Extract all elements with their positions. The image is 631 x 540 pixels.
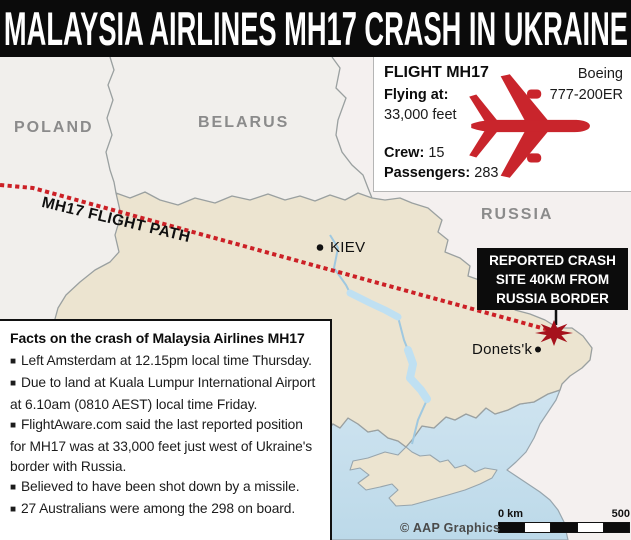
scale-segment <box>550 523 577 532</box>
crew-label: Crew: <box>384 145 425 161</box>
scale-segment <box>499 523 525 532</box>
crash-site-starburst <box>535 320 573 346</box>
crash-label-line: SITE 40KM FROM <box>495 271 610 287</box>
border-belarus-russia <box>331 56 373 199</box>
flight-info-box: FLIGHT MH17 Flying at: 33,000 feet Crew:… <box>373 57 631 192</box>
scale-segment <box>576 523 603 532</box>
fact-item: ■ Due to land at Kuala Lumpur Internation… <box>10 375 316 412</box>
fact-bullet-icon: ■ <box>10 504 16 515</box>
donetsk-dot <box>535 346 541 353</box>
passengers-line: Passengers: 283 <box>384 165 498 181</box>
facts-title: Facts on the crash of Malaysia Airlines … <box>10 330 305 346</box>
crew-value: 15 <box>428 145 445 161</box>
crash-label-line: REPORTED CRASH <box>489 252 616 268</box>
scale-segment <box>602 523 630 532</box>
flight-number: FLIGHT MH17 <box>384 64 489 81</box>
airplane-top-view-icon <box>469 74 590 178</box>
fact-bullet-icon: ■ <box>10 378 16 389</box>
map-scale: 0 km 500 <box>498 508 630 533</box>
scale-start-label: 0 km <box>498 508 524 520</box>
flight-path-line <box>0 183 550 332</box>
label-kiev: KIEV <box>330 239 366 256</box>
facts-list: ■ Left Amsterdam at 12.15pm local time Th… <box>10 351 322 521</box>
credit-text: © AAP Graphics <box>400 521 501 535</box>
aircraft-type: Boeing 777-200ER <box>550 64 623 106</box>
scale-end-label: 500 <box>611 508 630 520</box>
crew-line: Crew: 15 <box>384 145 444 161</box>
flying-at-value: 33,000 feet <box>384 107 457 123</box>
fact-item: ■ 27 Australians were among the 298 on bo… <box>10 501 296 516</box>
fact-item: ■ Left Amsterdam at 12.15pm local time Th… <box>10 353 312 368</box>
kakhovka-reservoir <box>404 346 431 403</box>
border-poland-belarus <box>105 56 117 194</box>
scale-bar-segments <box>498 522 630 533</box>
aircraft-model: 777-200ER <box>549 87 623 103</box>
label-russia: RUSSIA <box>481 206 554 223</box>
flying-at-label: Flying at: <box>384 87 449 103</box>
page-title: MALAYSIA AIRLINES MH17 CRASH IN UKRAINE <box>3 2 628 55</box>
crash-site-label: REPORTED CRASH SITE 40KM FROM RUSSIA BORDE… <box>477 248 628 310</box>
passengers-value: 283 <box>474 165 499 181</box>
fact-bullet-icon: ■ <box>10 420 16 431</box>
facts-box: Facts on the crash of Malaysia Airlines … <box>0 319 332 540</box>
kremenchuk-reservoir <box>346 289 402 321</box>
fact-bullet-icon: ■ <box>10 482 16 493</box>
title-bar: MALAYSIA AIRLINES MH17 CRASH IN UKRAINE <box>0 0 631 57</box>
fact-item: ■ FlightAware.com said the last reported … <box>10 417 313 474</box>
crimea-shape <box>349 446 498 507</box>
label-donetsk: Donets'k <box>472 341 533 358</box>
passengers-label: Passengers: <box>384 165 471 181</box>
label-belarus: BELARUS <box>198 114 290 131</box>
fact-bullet-icon: ■ <box>10 356 16 367</box>
label-poland: POLAND <box>14 119 94 136</box>
scale-segment <box>524 523 551 532</box>
aircraft-make: Boeing <box>577 66 623 82</box>
fact-item: ■ Believed to have been shot down by a mi… <box>10 479 300 494</box>
kiev-dot <box>316 244 324 251</box>
crash-label-line: RUSSIA BORDER <box>496 290 609 306</box>
